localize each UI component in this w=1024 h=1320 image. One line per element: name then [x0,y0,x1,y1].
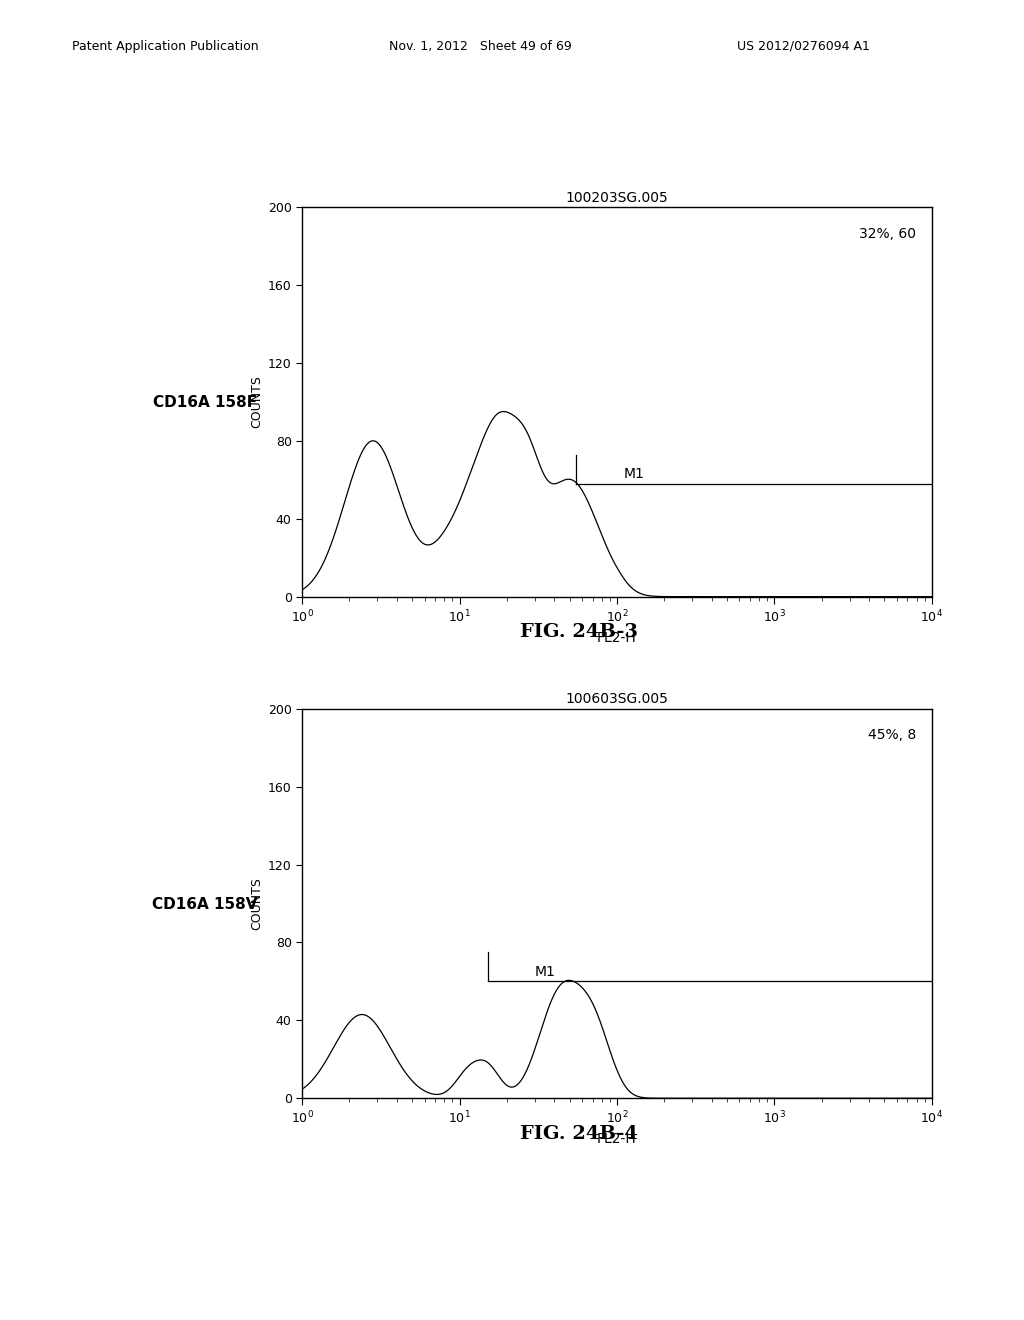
Text: Patent Application Publication: Patent Application Publication [72,40,258,53]
Title: 100203SG.005: 100203SG.005 [565,190,669,205]
X-axis label: FL2-H: FL2-H [597,1133,637,1146]
Text: 45%, 8: 45%, 8 [868,729,916,742]
Text: FIG. 24B-3: FIG. 24B-3 [519,623,638,642]
Text: CD16A 158F: CD16A 158F [153,395,257,411]
Y-axis label: COUNTS: COUNTS [251,375,263,429]
Text: US 2012/0276094 A1: US 2012/0276094 A1 [737,40,870,53]
X-axis label: FL2-H: FL2-H [597,631,637,644]
Text: Nov. 1, 2012   Sheet 49 of 69: Nov. 1, 2012 Sheet 49 of 69 [389,40,571,53]
Text: FIG. 24B-4: FIG. 24B-4 [519,1125,638,1143]
Text: 32%, 60: 32%, 60 [859,227,916,240]
Text: M1: M1 [536,965,556,978]
Text: CD16A 158V: CD16A 158V [152,896,258,912]
Text: M1: M1 [624,467,644,480]
Title: 100603SG.005: 100603SG.005 [565,692,669,706]
Y-axis label: COUNTS: COUNTS [251,876,263,931]
